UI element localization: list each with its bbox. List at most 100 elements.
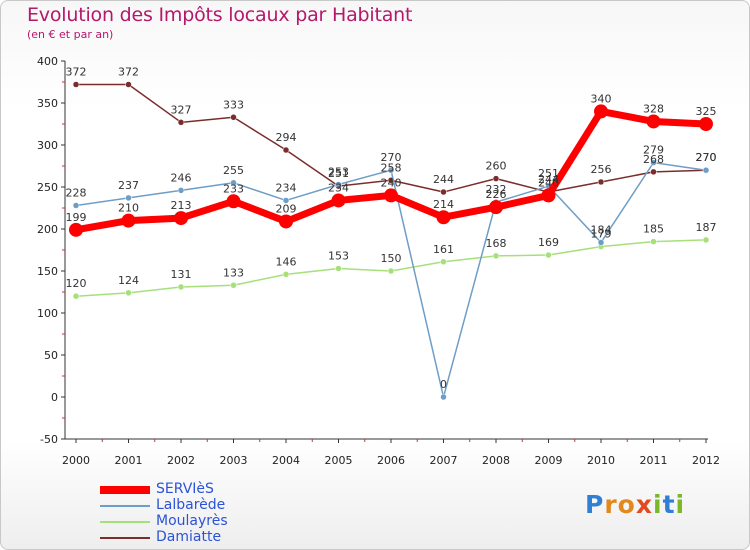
data-label: 256 [591,163,612,176]
legend-label: Lalbarède [156,497,226,513]
chart-data-labels: 199 210 213 233 209 234 240 214 226 240 340 328 325 2… [66,66,717,391]
data-label: 133 [223,266,244,279]
data-point [650,238,657,245]
data-point [230,282,237,289]
data-label: 251 [328,167,349,180]
data-point [702,166,710,174]
logo-letter: t [662,490,676,519]
data-label: 244 [538,173,559,186]
data-label: 240 [381,176,402,189]
data-label: 185 [643,223,664,236]
data-point [282,146,290,154]
x-tick-label: 2003 [220,454,248,467]
chart-series [69,81,713,401]
data-point [177,187,185,194]
data-label: 150 [381,252,402,265]
proxiti-logo: Proxiti [585,490,685,519]
data-point [177,119,185,126]
data-label: 270 [696,151,717,164]
data-label: 234 [328,181,349,194]
data-point [230,114,237,121]
data-label: 237 [118,179,139,192]
data-label: 233 [223,182,244,195]
data-point [121,213,136,228]
data-label: 179 [591,228,612,241]
x-tick-label: 2006 [377,454,405,467]
legend-label: Damiatte [156,529,222,545]
data-label: 228 [66,186,87,199]
data-point [72,292,80,300]
data-point [335,181,342,188]
logo-letter: i [653,490,663,519]
y-tick-label: 0 [51,391,58,404]
chart-title: Evolution des Impôts locaux par Habitant [27,4,413,26]
data-label: 325 [696,105,717,118]
data-point [279,214,293,229]
data-point [489,200,503,215]
data-label: 240 [538,176,559,189]
data-label: 187 [696,221,717,234]
data-point [440,393,447,401]
data-label: 213 [171,199,192,212]
data-point [699,117,713,131]
data-point [492,252,500,260]
logo-letter: P [585,490,605,519]
data-point [282,271,290,278]
data-point [702,236,710,244]
data-label: 146 [276,255,297,268]
data-label: 327 [171,103,192,116]
y-tick-label: -50 [40,433,58,446]
data-point [230,179,237,187]
x-tick-label: 2007 [430,454,458,467]
data-point [541,188,556,203]
data-point [387,166,395,174]
data-label: 124 [118,274,139,287]
data-label: 268 [643,153,664,166]
x-tick-label: 2011 [640,454,668,467]
data-label: 260 [486,160,507,173]
data-point [440,188,447,196]
data-point [335,265,342,272]
x-tick-label: 2010 [587,454,615,467]
legend-swatch [100,537,150,539]
legend-swatch [100,486,150,494]
data-label: 270 [696,151,717,164]
data-label: 153 [328,249,349,262]
x-tick-label: 2000 [62,454,90,467]
y-tick-label: 300 [37,139,58,152]
data-label: 372 [66,66,87,79]
y-tick-label: 400 [37,55,58,68]
data-label: 246 [171,171,192,184]
data-label: 161 [433,243,454,256]
data-point [440,258,447,266]
data-label: 372 [118,66,139,79]
data-label: 340 [591,92,612,105]
legend-label: Moulayrès [156,513,228,529]
data-point [597,239,605,246]
data-point [545,251,552,259]
y-tick-label: 150 [37,265,58,278]
y-tick-label: 350 [37,97,58,110]
data-label: 270 [381,151,402,164]
data-label: 169 [538,236,559,249]
data-point [387,267,395,275]
data-point [177,283,185,291]
data-point [650,168,657,176]
y-tick-label: 100 [37,307,58,320]
logo-letter: r [604,490,618,519]
chart-axes: -50 0 50 100 150 200 250 300 350 400 2000 2001 2002 2… [37,55,720,467]
legend-label: SERVIèS [156,481,214,497]
data-label: 226 [486,188,507,201]
data-label: 294 [276,131,297,144]
data-point [125,289,132,297]
data-label: 251 [538,167,559,180]
data-point [594,104,608,119]
data-point [174,211,188,226]
chart-subtitle: (en € et par an) [27,28,114,41]
data-point [331,193,346,208]
data-label: 255 [223,164,244,177]
legend-swatch [100,521,150,523]
data-label: 279 [643,144,664,157]
